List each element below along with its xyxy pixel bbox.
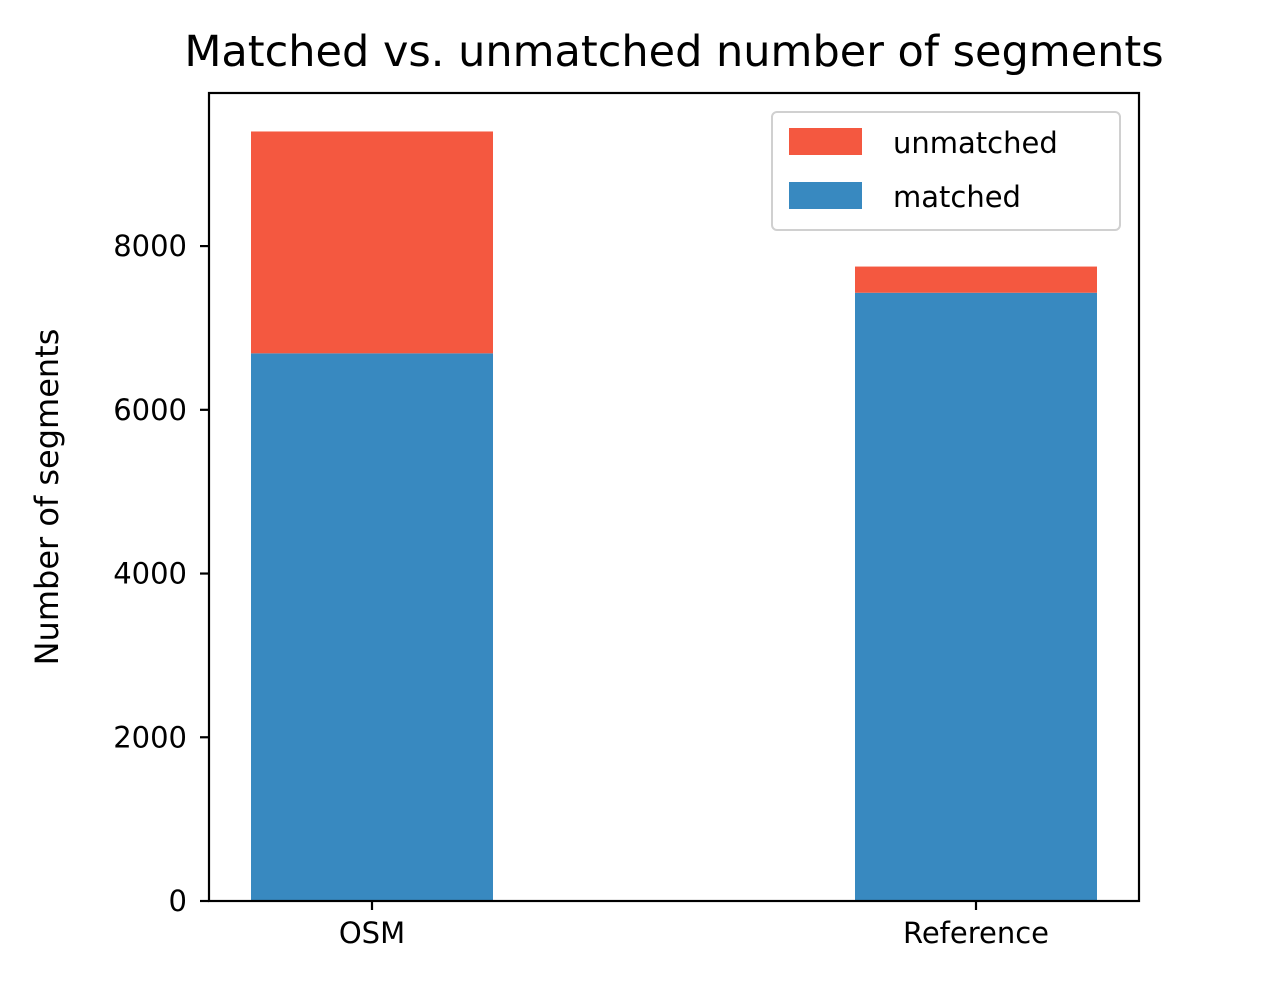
chart-title: Matched vs. unmatched number of segments — [184, 27, 1163, 77]
legend-swatch-matched — [789, 182, 862, 209]
bar-unmatched-osm — [251, 131, 493, 354]
y-tick-label: 6000 — [113, 393, 187, 427]
x-tick-label: Reference — [903, 916, 1049, 950]
legend: unmatched matched — [771, 111, 1121, 231]
bar-matched-osm — [251, 353, 493, 902]
legend-label-matched: matched — [893, 180, 1021, 214]
y-tick-label: 2000 — [113, 720, 187, 754]
y-tick-label: 8000 — [113, 229, 187, 263]
x-axis: OSM Reference — [339, 901, 1049, 950]
bar-matched-reference — [855, 292, 1097, 901]
y-axis-label: Number of segments — [28, 329, 66, 666]
legend-swatch-unmatched — [789, 128, 862, 155]
legend-entries: unmatched matched — [789, 126, 1058, 214]
bars-layer — [251, 131, 1097, 902]
legend-label-unmatched: unmatched — [893, 126, 1058, 160]
x-tick-label: OSM — [339, 916, 405, 950]
y-axis: 0 2000 4000 6000 8000 — [113, 229, 209, 918]
y-tick-label: 0 — [169, 884, 187, 918]
plot-frame — [207, 91, 1141, 903]
bar-unmatched-reference — [855, 266, 1097, 293]
y-tick-label: 4000 — [113, 557, 187, 591]
